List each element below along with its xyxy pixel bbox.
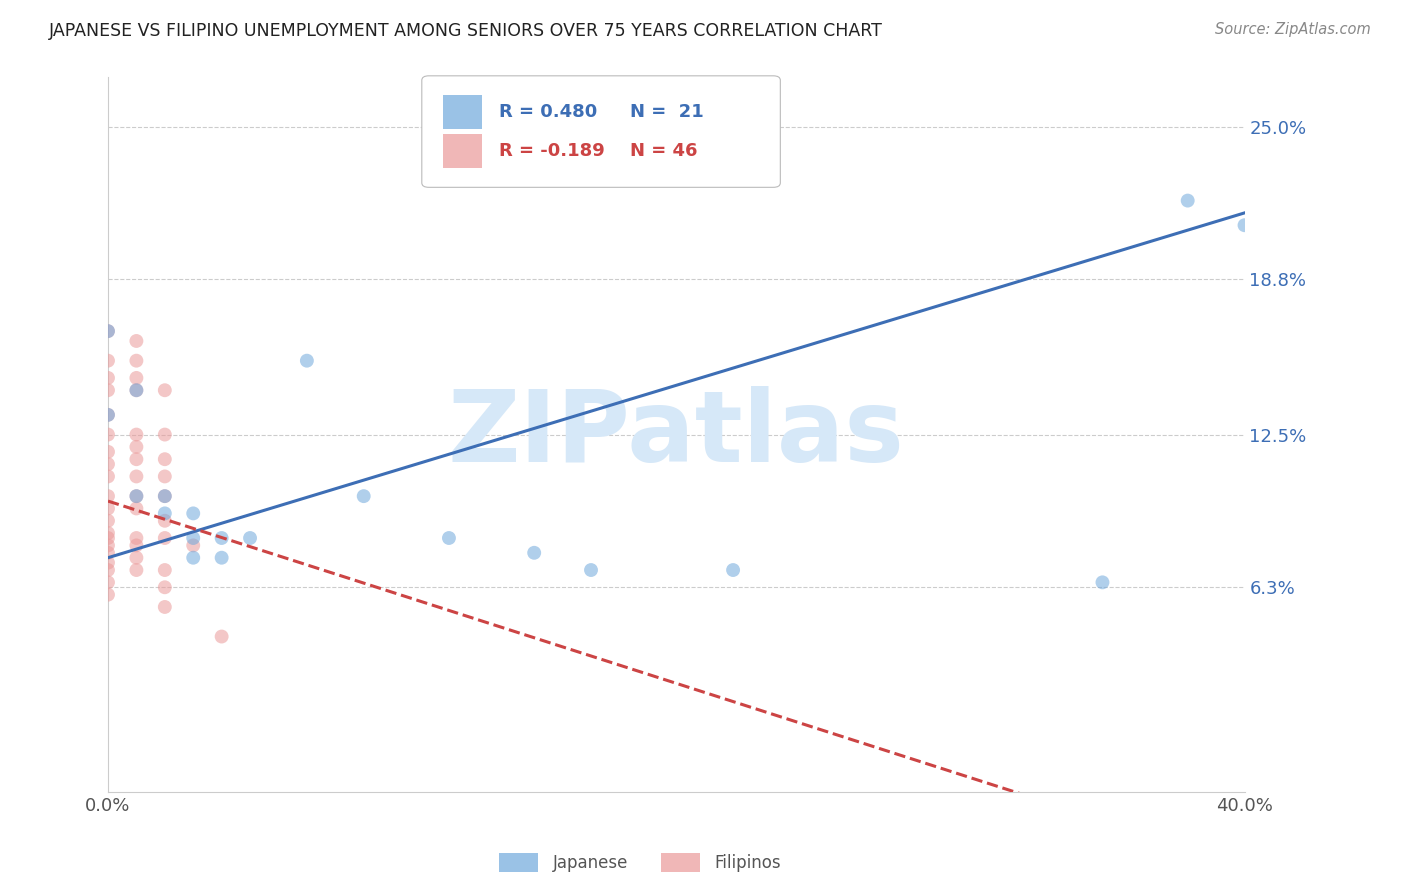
Point [125, 489, 148, 503]
Point [125, 383, 148, 397]
Point [125, 440, 148, 454]
Point [153, 427, 176, 442]
Point [1177, 194, 1199, 208]
Text: N = 46: N = 46 [630, 142, 697, 160]
Point [1091, 575, 1114, 590]
Point [125, 501, 148, 516]
Point [353, 489, 375, 503]
Point [97, 408, 120, 422]
Point [97, 575, 120, 590]
Point [97, 445, 120, 459]
Point [97, 383, 120, 397]
Point [125, 371, 148, 385]
Text: R = -0.189: R = -0.189 [499, 142, 605, 160]
Point [125, 353, 148, 368]
Point [125, 427, 148, 442]
Point [97, 427, 120, 442]
Text: ZIPatlas: ZIPatlas [449, 386, 904, 483]
Point [437, 531, 460, 545]
Point [239, 531, 262, 545]
Text: JAPANESE VS FILIPINO UNEMPLOYMENT AMONG SENIORS OVER 75 YEARS CORRELATION CHART: JAPANESE VS FILIPINO UNEMPLOYMENT AMONG … [49, 22, 883, 40]
Point [153, 452, 176, 467]
Point [97, 324, 120, 338]
Point [153, 507, 176, 521]
Point [125, 452, 148, 467]
Point [579, 563, 602, 577]
Point [153, 469, 176, 483]
Point [153, 531, 176, 545]
Point [153, 580, 176, 594]
Point [181, 550, 204, 565]
Point [153, 514, 176, 528]
Point [97, 457, 120, 471]
Point [97, 563, 120, 577]
Point [211, 531, 233, 545]
Point [125, 383, 148, 397]
Point [125, 334, 148, 348]
Point [97, 531, 120, 545]
Text: Source: ZipAtlas.com: Source: ZipAtlas.com [1215, 22, 1371, 37]
Point [125, 469, 148, 483]
Point [97, 546, 120, 560]
Point [97, 469, 120, 483]
Point [211, 630, 233, 644]
Point [97, 556, 120, 570]
Point [523, 546, 546, 560]
Point [97, 408, 120, 422]
Point [125, 550, 148, 565]
Point [97, 371, 120, 385]
Point [181, 531, 204, 545]
Point [97, 588, 120, 602]
Point [125, 531, 148, 545]
Text: Japanese: Japanese [553, 854, 628, 871]
Point [97, 353, 120, 368]
Point [181, 538, 204, 552]
Text: R = 0.480: R = 0.480 [499, 103, 598, 121]
Point [125, 563, 148, 577]
Point [97, 489, 120, 503]
Point [1233, 218, 1256, 232]
Point [295, 353, 318, 368]
Point [181, 507, 204, 521]
Text: N =  21: N = 21 [630, 103, 703, 121]
Point [97, 526, 120, 541]
Text: Filipinos: Filipinos [714, 854, 780, 871]
Point [153, 489, 176, 503]
Point [97, 514, 120, 528]
Point [97, 501, 120, 516]
Point [153, 599, 176, 614]
Point [97, 324, 120, 338]
Point [97, 538, 120, 552]
Point [211, 550, 233, 565]
Point [721, 563, 744, 577]
Point [153, 489, 176, 503]
Point [125, 538, 148, 552]
Point [125, 489, 148, 503]
Point [153, 563, 176, 577]
Point [153, 383, 176, 397]
